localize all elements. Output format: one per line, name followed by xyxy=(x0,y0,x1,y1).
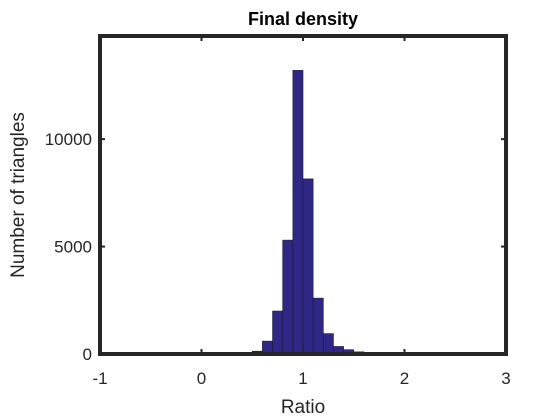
histogram-bar xyxy=(302,178,314,355)
y-tick-label: 10000 xyxy=(45,130,92,149)
x-tick-label: 0 xyxy=(197,369,206,388)
histogram-bar xyxy=(292,70,304,355)
y-tick-label: 0 xyxy=(83,345,92,364)
y-axis-label: Number of triangles xyxy=(8,112,29,278)
x-tick-label: -1 xyxy=(92,369,107,388)
x-axis-label: Ratio xyxy=(281,397,325,418)
x-tick-labels-group: -1 0 1 2 3 xyxy=(92,369,510,388)
x-tick-label: 2 xyxy=(400,369,409,388)
y-tick-label: 5000 xyxy=(54,238,92,257)
histogram-bar xyxy=(322,333,334,355)
histogram-bar xyxy=(312,297,324,355)
x-tick-label: 1 xyxy=(298,369,307,388)
histogram-bar xyxy=(282,239,294,355)
y-tick-labels-group: 0 5000 10000 xyxy=(45,130,92,364)
chart-title: Final density xyxy=(248,9,358,29)
x-tick-label: 3 xyxy=(501,369,510,388)
tick-marks-group xyxy=(99,36,507,355)
histogram-bar xyxy=(272,310,283,355)
